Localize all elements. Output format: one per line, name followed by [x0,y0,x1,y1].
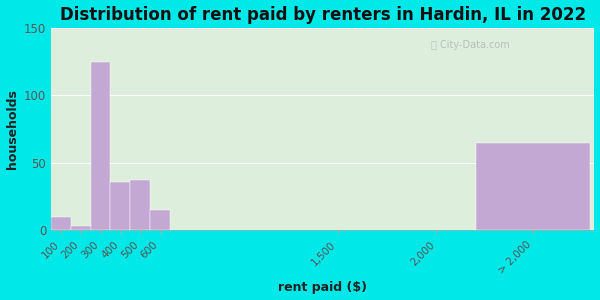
Y-axis label: households: households [5,89,19,169]
Bar [110,182,130,230]
Bar [476,143,590,230]
Bar [51,217,71,230]
Title: Distribution of rent paid by renters in Hardin, IL in 2022: Distribution of rent paid by renters in … [60,6,586,24]
Bar [130,181,150,230]
Bar [91,61,110,230]
X-axis label: rent paid ($): rent paid ($) [278,281,367,294]
Bar [150,210,170,230]
Text: ⓘ City-Data.com: ⓘ City-Data.com [431,40,510,50]
Bar [71,226,91,230]
